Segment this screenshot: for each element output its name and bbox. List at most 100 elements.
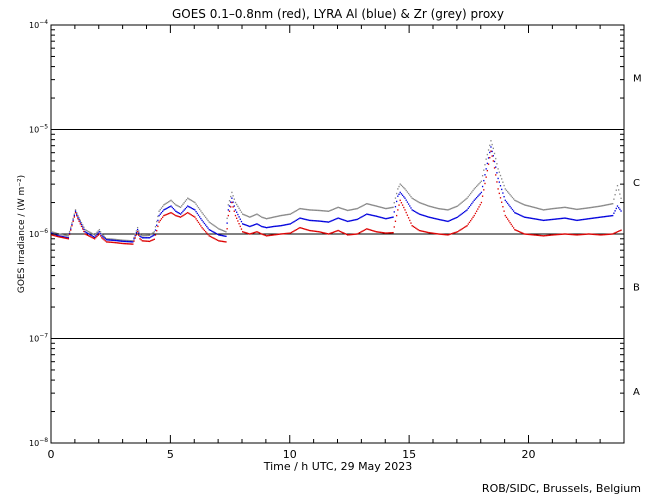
series-0-point bbox=[536, 234, 539, 236]
series-0-point bbox=[148, 240, 151, 243]
series-2-point bbox=[384, 207, 386, 209]
series-1-point bbox=[354, 219, 356, 221]
series-0-point bbox=[80, 225, 83, 228]
series-2-point bbox=[409, 194, 411, 196]
series-0-point bbox=[468, 221, 471, 224]
series-1-point bbox=[107, 239, 109, 241]
series-0-point bbox=[444, 233, 447, 236]
series-0-point bbox=[293, 230, 295, 232]
flare-class-B: B bbox=[633, 282, 640, 293]
series-2-point bbox=[512, 198, 515, 200]
series-2-point bbox=[567, 207, 570, 209]
series-1-point bbox=[569, 218, 571, 220]
series-2-point bbox=[300, 208, 302, 210]
series-0-point bbox=[489, 156, 491, 159]
series-0-point bbox=[530, 233, 533, 236]
series-0-point bbox=[123, 242, 126, 245]
series-2-point bbox=[199, 208, 201, 210]
series-2-point bbox=[312, 209, 314, 211]
series-2-point bbox=[532, 206, 534, 208]
series-1-point bbox=[167, 206, 170, 209]
series-1-point bbox=[150, 236, 152, 238]
series-2-point bbox=[468, 194, 471, 196]
series-1-point bbox=[461, 212, 463, 215]
series-1-point bbox=[586, 218, 589, 220]
series-1-point bbox=[382, 217, 385, 219]
series-2-point bbox=[464, 199, 466, 201]
series-2-point bbox=[538, 207, 540, 210]
series-2-point bbox=[280, 214, 282, 217]
series-2-point bbox=[305, 208, 307, 211]
series-2-point bbox=[497, 168, 499, 170]
series-0-point bbox=[394, 220, 397, 222]
series-2-point bbox=[486, 153, 489, 156]
series-1-point bbox=[216, 233, 219, 235]
series-1-point bbox=[356, 218, 358, 221]
series-2-point bbox=[370, 204, 373, 206]
series-0-point bbox=[425, 231, 428, 233]
series-0-point bbox=[403, 206, 405, 209]
series-1-point bbox=[427, 216, 429, 218]
series-2-point bbox=[523, 204, 526, 206]
series-0-point bbox=[200, 225, 202, 227]
series-0-point bbox=[498, 192, 500, 195]
series-1-point bbox=[600, 216, 602, 218]
series-2-point bbox=[338, 207, 340, 209]
series-2-point bbox=[515, 200, 517, 202]
series-2-point bbox=[83, 226, 85, 229]
series-2-point bbox=[609, 203, 611, 205]
series-0-point bbox=[509, 221, 511, 224]
series-0-point bbox=[135, 234, 138, 236]
series-2-point bbox=[386, 207, 388, 210]
series-2-point bbox=[603, 204, 606, 207]
series-0-point bbox=[518, 231, 521, 233]
series-1-point bbox=[353, 219, 355, 221]
series-layer bbox=[51, 140, 622, 245]
series-2-point bbox=[103, 235, 105, 238]
series-0-point bbox=[269, 234, 271, 237]
series-0-point bbox=[221, 240, 224, 243]
series-1-point bbox=[119, 240, 121, 242]
series-1-point bbox=[96, 233, 98, 236]
series-2-point bbox=[428, 205, 430, 207]
series-2-point bbox=[330, 209, 332, 211]
series-1-point bbox=[551, 218, 553, 221]
series-0-point bbox=[92, 237, 95, 239]
series-1-point bbox=[512, 210, 515, 212]
series-1-point bbox=[121, 240, 123, 242]
series-2-point bbox=[153, 231, 155, 233]
series-0-point bbox=[376, 231, 379, 233]
flare-class-labels: A B C M bbox=[633, 73, 642, 398]
series-0-point bbox=[62, 237, 65, 239]
series-0-point bbox=[510, 223, 512, 226]
series-0-point bbox=[202, 228, 204, 230]
series-0-point bbox=[64, 237, 66, 239]
series-0-point bbox=[178, 216, 181, 218]
series-1-point bbox=[618, 207, 620, 209]
series-2-point bbox=[66, 234, 68, 237]
series-2-point bbox=[404, 188, 406, 190]
series-1-point bbox=[542, 219, 545, 222]
series-0-point bbox=[175, 214, 177, 217]
series-2-point bbox=[212, 223, 214, 226]
series-2-point bbox=[412, 198, 415, 200]
series-0-point bbox=[441, 233, 443, 236]
series-2-point bbox=[552, 207, 554, 210]
series-0-point bbox=[422, 230, 424, 233]
series-0-point bbox=[183, 214, 185, 216]
series-0-point bbox=[362, 230, 364, 232]
series-0-point bbox=[360, 231, 362, 233]
series-2-point bbox=[216, 227, 219, 229]
series-2-point bbox=[290, 212, 293, 215]
series-0-point bbox=[366, 228, 368, 230]
series-1-point bbox=[185, 206, 188, 209]
series-1-point bbox=[572, 218, 574, 221]
series-0-point bbox=[152, 239, 154, 241]
series-2-point bbox=[390, 207, 392, 209]
series-2-point bbox=[51, 231, 53, 233]
series-1-point bbox=[444, 220, 447, 222]
series-0-point bbox=[59, 236, 61, 238]
series-0-point bbox=[485, 176, 487, 178]
series-1-point bbox=[239, 218, 241, 220]
series-0-point bbox=[165, 213, 167, 216]
